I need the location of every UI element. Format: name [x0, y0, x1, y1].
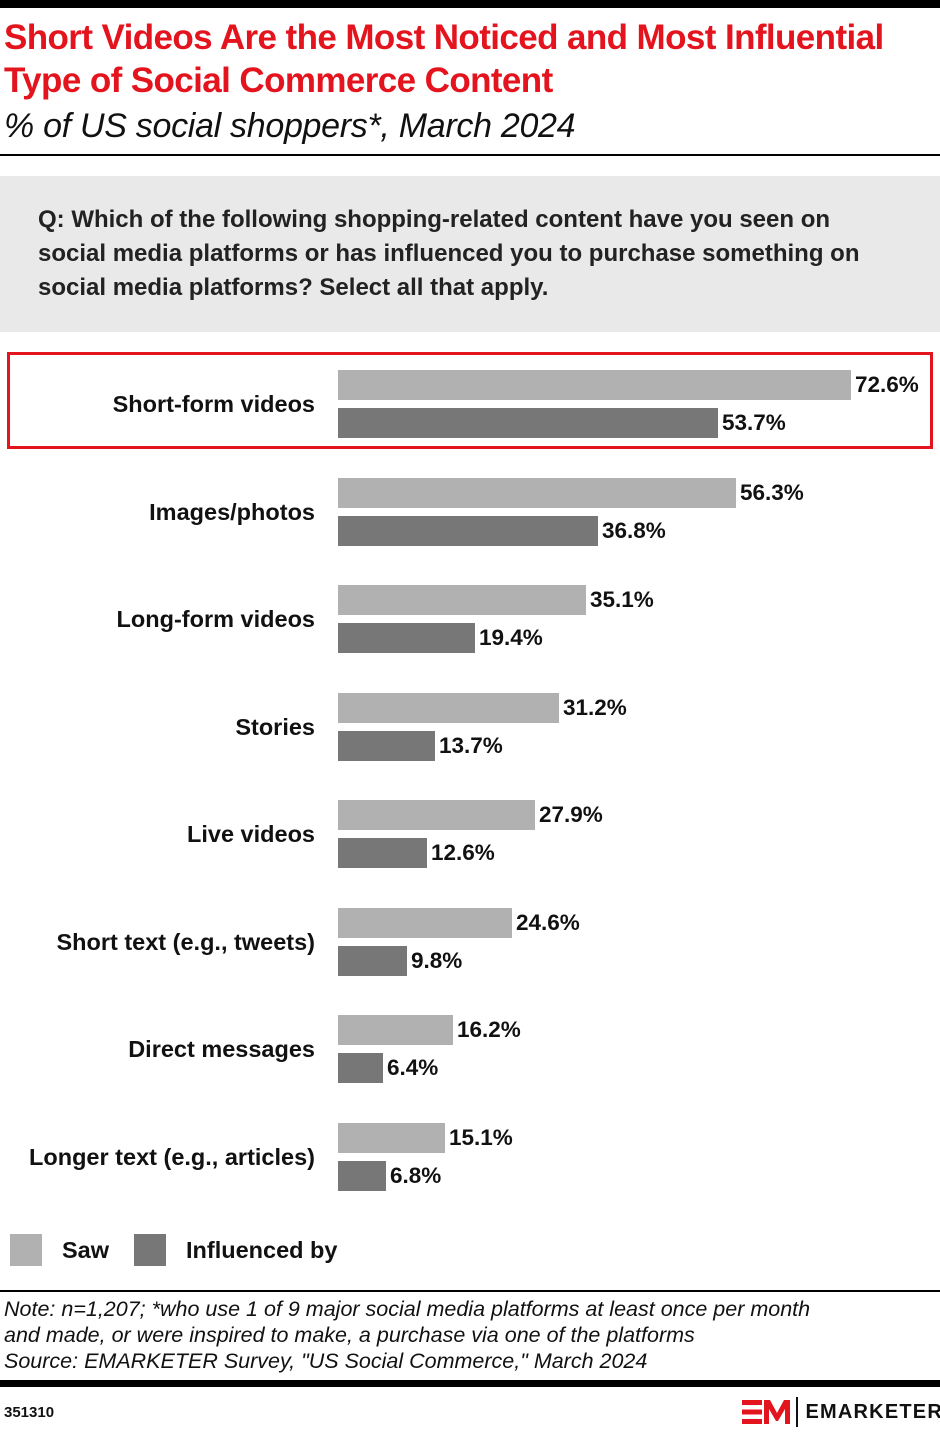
category-label: Images/photos: [149, 499, 315, 525]
chart-id: 351310: [4, 1404, 55, 1421]
legend-label-saw: Saw: [62, 1237, 110, 1263]
value-label-saw: 27.9%: [539, 802, 603, 827]
bar-saw: [338, 1123, 445, 1153]
footer-divider: [0, 1290, 940, 1292]
note-line-1: Note: n=1,207; *who use 1 of 9 major soc…: [4, 1297, 811, 1321]
category-label: Short-form videos: [112, 391, 315, 417]
category-label: Longer text (e.g., articles): [29, 1144, 315, 1170]
survey-question: Q: Which of the following shopping-relat…: [0, 176, 940, 332]
category-label: Stories: [235, 714, 315, 740]
value-label-influenced-by: 13.7%: [439, 733, 503, 758]
highlight-box: [7, 352, 933, 449]
value-label-influenced-by: 19.4%: [479, 625, 543, 650]
bar-influenced-by: [338, 731, 435, 761]
value-label-saw: 15.1%: [449, 1125, 513, 1150]
bar-influenced-by: [338, 516, 598, 546]
chart-subtitle: % of US social shoppers*, March 2024: [4, 107, 576, 145]
category-label: Short text (e.g., tweets): [56, 929, 315, 955]
bar-influenced-by: [338, 838, 427, 868]
footnote: Note: n=1,207; *who use 1 of 9 major soc…: [4, 1296, 810, 1374]
bar-saw: [338, 693, 559, 723]
category-label: Direct messages: [128, 1036, 315, 1062]
value-label-influenced-by: 6.8%: [390, 1163, 442, 1188]
legend-label-influenced-by: Influenced by: [186, 1237, 338, 1263]
chart-title: Short Videos Are the Most Noticed and Mo…: [4, 18, 884, 100]
value-label-saw: 72.6%: [855, 372, 919, 397]
value-label-saw: 35.1%: [590, 587, 654, 612]
category-label: Live videos: [187, 821, 315, 847]
value-label-influenced-by: 36.8%: [602, 518, 666, 543]
bar-influenced-by: [338, 1161, 386, 1191]
bar-saw: [338, 1015, 453, 1045]
logo-wordmark: EMARKETER: [805, 1400, 940, 1423]
bar-saw: [338, 478, 736, 508]
bar-saw: [338, 370, 851, 400]
logo-separator: [796, 1397, 798, 1427]
emarketer-logo: EMARKETER: [742, 1396, 940, 1428]
value-label-saw: 24.6%: [516, 910, 580, 935]
value-label-saw: 31.2%: [563, 695, 627, 720]
bar-influenced-by: [338, 623, 475, 653]
note-line-2: and made, or were inspired to make, a pu…: [4, 1323, 695, 1347]
bar-influenced-by: [338, 946, 407, 976]
value-label-saw: 16.2%: [457, 1017, 521, 1042]
value-label-influenced-by: 9.8%: [411, 948, 463, 973]
bar-influenced-by: [338, 408, 718, 438]
em-logo-icon: [742, 1400, 790, 1424]
header-divider: [0, 154, 940, 156]
legend-swatch-saw: [10, 1234, 42, 1266]
source-line: Source: EMARKETER Survey, "US Social Com…: [4, 1349, 648, 1373]
value-label-influenced-by: 6.4%: [387, 1055, 439, 1080]
legend-swatch-influenced-by: [134, 1234, 166, 1266]
bar-influenced-by: [338, 1053, 383, 1083]
bottom-rule: [0, 1380, 940, 1387]
value-label-saw: 56.3%: [740, 480, 804, 505]
bar-saw: [338, 585, 586, 615]
value-label-influenced-by: 53.7%: [722, 410, 786, 435]
category-label: Long-form videos: [116, 606, 315, 632]
bar-saw: [338, 908, 512, 938]
value-label-influenced-by: 12.6%: [431, 840, 495, 865]
top-rule: [0, 0, 940, 8]
bar-saw: [338, 800, 535, 830]
